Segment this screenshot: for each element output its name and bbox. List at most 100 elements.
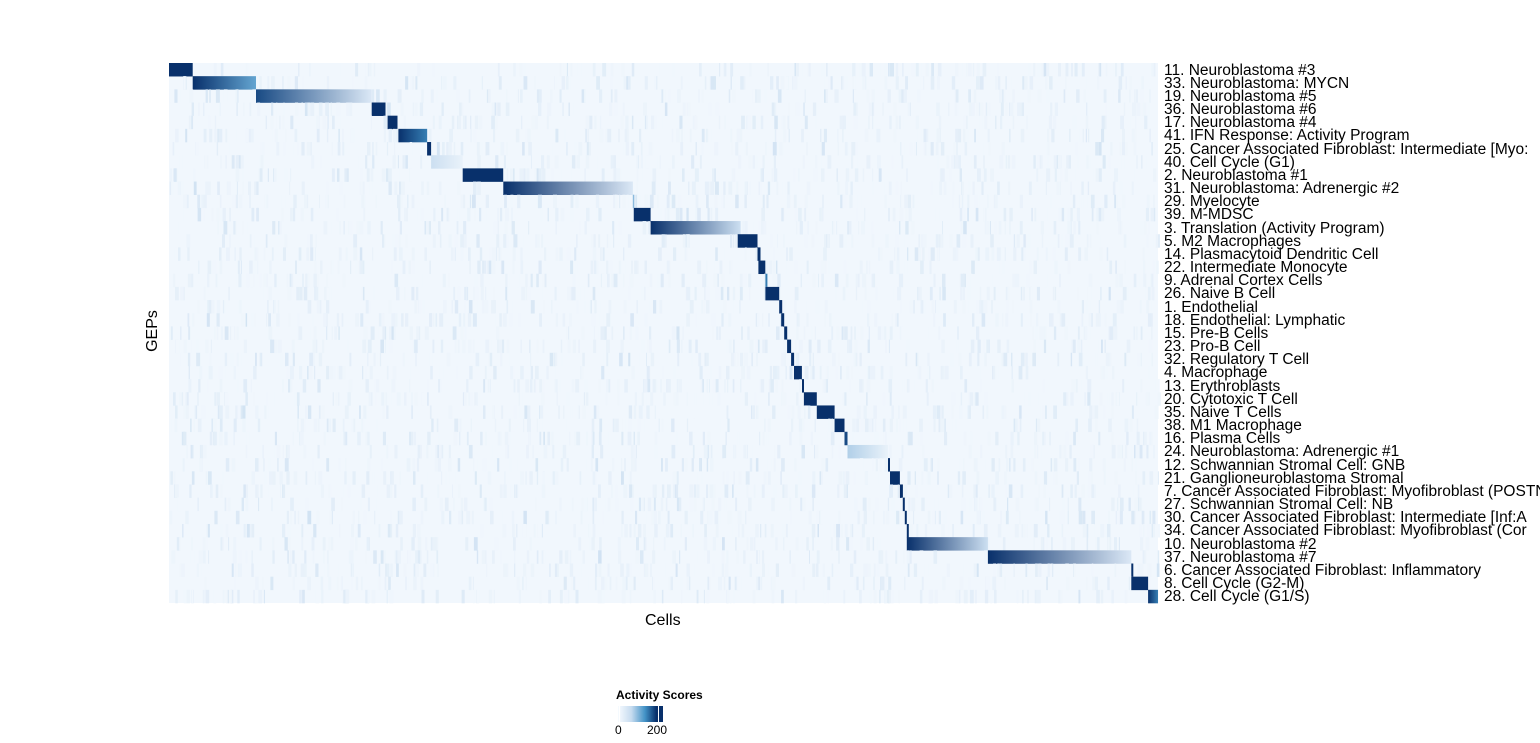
heatmap-noise-cell (242, 405, 246, 419)
heatmap-noise-cell (224, 392, 229, 406)
heatmap-noise-cell (1038, 392, 1041, 406)
heatmap-noise-cell (649, 286, 652, 301)
heatmap-noise-cell (331, 497, 335, 512)
heatmap-noise-cell (784, 537, 787, 551)
heatmap-noise-cell (920, 431, 923, 446)
heatmap-noise-cell (838, 471, 843, 485)
heatmap-noise-cell (897, 286, 902, 301)
heatmap-noise-cell (317, 379, 321, 393)
heatmap-noise-cell (559, 247, 563, 261)
heatmap-noise-cell (506, 142, 508, 156)
heatmap-noise-cell (1052, 563, 1054, 577)
heatmap-noise-cell (494, 418, 497, 433)
heatmap-noise-cell (901, 89, 905, 103)
heatmap-noise-cell (689, 128, 692, 143)
heatmap-noise-cell (480, 523, 484, 538)
heatmap-noise-cell (530, 563, 535, 577)
heatmap-noise-cell (730, 63, 734, 77)
heatmap-noise-cell (372, 260, 374, 275)
heatmap-noise-cell (600, 115, 602, 130)
row-label: 29. Myelocyte (1164, 193, 1260, 211)
legend-title: Activity Scores (616, 688, 703, 702)
heatmap-noise-cell (961, 181, 964, 196)
heatmap-noise-cell (767, 471, 771, 485)
heatmap-noise-cell (169, 510, 173, 525)
heatmap-noise-cell (942, 168, 945, 182)
heatmap-noise-cell (824, 300, 828, 314)
heatmap-noise-cell (439, 379, 442, 393)
heatmap-noise-cell (705, 128, 708, 143)
heatmap-noise-cell (824, 234, 827, 248)
heatmap-noise-cell (1149, 89, 1151, 103)
heatmap-noise-cell (749, 458, 753, 472)
heatmap-noise-cell (1074, 484, 1077, 498)
heatmap-noise-cell (768, 563, 770, 577)
heatmap-noise-cell (923, 471, 927, 485)
heatmap-noise-cell (634, 260, 638, 275)
heatmap-noise-cell (399, 194, 403, 209)
heatmap-noise-cell (715, 207, 719, 222)
heatmap-noise-cell (618, 221, 622, 235)
heatmap-noise-cell (1062, 444, 1067, 459)
heatmap-noise-cell (205, 89, 208, 103)
heatmap-noise-cell (817, 339, 821, 354)
heatmap-noise-cell (1156, 260, 1159, 275)
heatmap-noise-cell (888, 379, 893, 393)
heatmap-noise-cell (413, 431, 416, 446)
heatmap-noise-cell (271, 102, 274, 116)
heatmap-noise-cell (581, 300, 585, 314)
heatmap-noise-cell (1027, 89, 1031, 103)
heatmap-noise-cell (208, 300, 212, 314)
heatmap-noise-cell (706, 589, 710, 604)
heatmap-noise-cell (284, 234, 288, 248)
heatmap-noise-cell (408, 260, 411, 275)
heatmap-noise-cell (782, 392, 787, 406)
row-label: 15. Pre-B Cells (1164, 324, 1269, 342)
heatmap-noise-cell (543, 300, 545, 314)
heatmap-noise-cell (419, 102, 424, 116)
heatmap-block (256, 89, 372, 103)
heatmap-noise-cell (301, 444, 304, 459)
heatmap-noise-cell (411, 286, 415, 301)
heatmap-noise-cell (983, 168, 987, 182)
heatmap-noise-cell (569, 102, 574, 116)
heatmap-noise-cell (749, 339, 754, 354)
heatmap-noise-cell (909, 523, 913, 538)
heatmap-noise-cell (668, 89, 671, 103)
heatmap-noise-cell (889, 365, 893, 380)
heatmap-noise-cell (652, 576, 655, 591)
heatmap-noise-cell (414, 102, 418, 116)
heatmap-noise-cell (395, 523, 399, 538)
heatmap-noise-cell (223, 63, 227, 77)
heatmap-noise-cell (845, 471, 850, 485)
heatmap-noise-cell (1107, 523, 1111, 538)
heatmap-noise-cell (898, 89, 902, 103)
heatmap-noise-cell (475, 286, 479, 301)
heatmap-noise-cell (365, 379, 369, 393)
heatmap-noise-cell (990, 589, 993, 604)
heatmap-noise-cell (427, 221, 431, 235)
heatmap-noise-cell (411, 405, 413, 419)
heatmap-noise-cell (701, 142, 704, 156)
heatmap-noise-cell (889, 392, 892, 406)
heatmap-noise-cell (1034, 326, 1038, 340)
heatmap-noise-cell (464, 300, 466, 314)
heatmap-noise-cell (580, 510, 583, 525)
heatmap-noise-cell (387, 523, 391, 538)
heatmap-noise-cell (436, 142, 440, 156)
heatmap-noise-cell (995, 431, 999, 446)
heatmap-noise-cell (796, 392, 799, 406)
heatmap-noise-cell (251, 550, 253, 564)
heatmap-block (398, 128, 428, 143)
heatmap-noise-cell (363, 207, 366, 222)
heatmap-noise-cell (191, 102, 194, 116)
row-label: 34. Cancer Associated Fibroblast: Myofib… (1164, 522, 1527, 540)
heatmap-noise-cell (1056, 155, 1060, 169)
heatmap-noise-cell (424, 497, 428, 512)
heatmap-noise-cell (592, 471, 596, 485)
heatmap-noise-cell (1103, 405, 1106, 419)
heatmap-noise-cell (735, 497, 738, 512)
heatmap-noise-cell (272, 221, 276, 235)
heatmap-noise-cell (1146, 444, 1149, 459)
heatmap-noise-cell (906, 379, 909, 393)
